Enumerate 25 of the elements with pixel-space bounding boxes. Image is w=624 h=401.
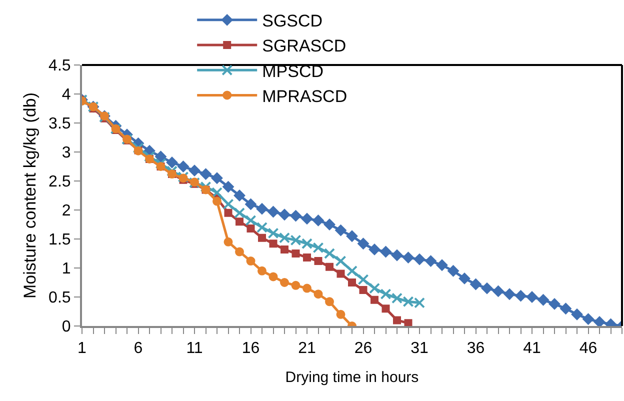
y-tick-label: 1	[62, 260, 71, 278]
x-tick-label: 26	[354, 340, 372, 358]
x-tick-label: 6	[134, 340, 143, 358]
y-tick-label: 1.5	[48, 232, 71, 249]
y-tick-label: 3.5	[48, 116, 71, 133]
legend-label: MPRASCD	[262, 86, 348, 106]
y-axis-title: Moisture content kg/kg (db)	[20, 92, 40, 298]
legend-label: SGRASCD	[262, 36, 346, 56]
x-tick-label: 1	[78, 340, 87, 358]
x-tick-label: 21	[298, 340, 316, 358]
y-tick-label: 2.5	[48, 174, 71, 191]
x-tick-label: 36	[466, 340, 485, 358]
legend-label: SGSCD	[262, 12, 323, 31]
x-tick-label: 11	[186, 340, 203, 358]
y-tick-label: 3	[62, 144, 71, 162]
y-tick-label: 0.5	[48, 290, 71, 307]
y-tick-label: 2	[62, 202, 71, 220]
y-tick-label: 4	[62, 86, 71, 104]
y-tick-label: 4.5	[48, 58, 71, 75]
x-axis-title: Drying time in hours	[285, 369, 419, 386]
x-tick-label: 31	[410, 340, 428, 358]
x-tick-label: 46	[579, 340, 598, 358]
y-tick-label: 0	[62, 318, 71, 336]
x-tick-label: 41	[523, 340, 541, 358]
x-tick-label: 16	[242, 340, 260, 358]
